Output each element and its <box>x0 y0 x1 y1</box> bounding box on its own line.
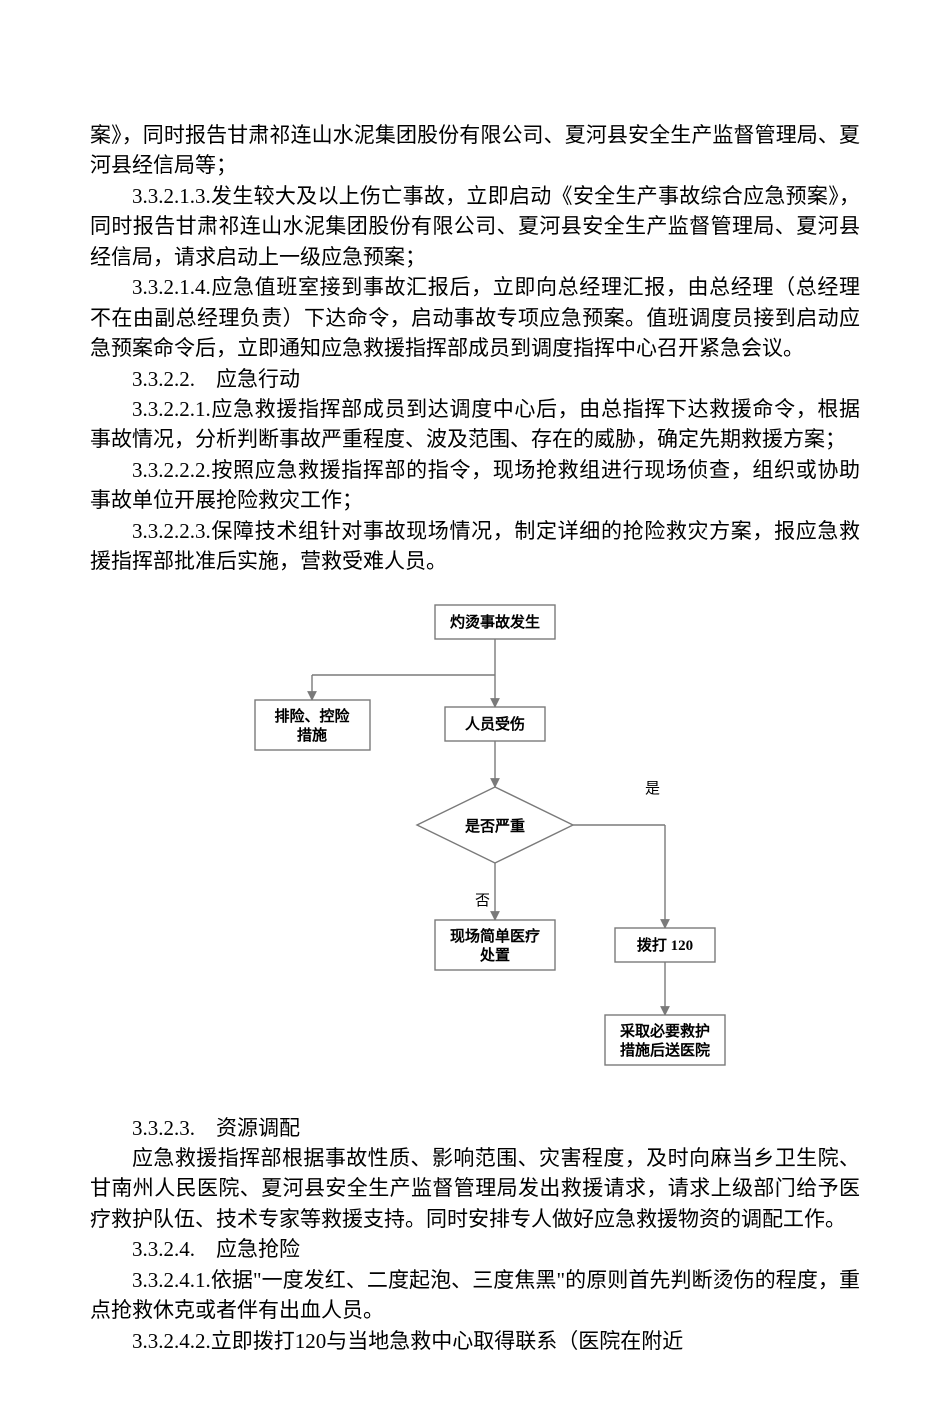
node-hosp-label-2: 措施后送医院 <box>620 1041 710 1059</box>
paragraph: 案》，同时报告甘肃祁连山水泥集团股份有限公司、夏河县安全生产监督管理局、夏河县经… <box>90 120 860 181</box>
node-injury-label: 人员受伤 <box>465 715 525 733</box>
flowchart-svg: 是 否 灼烫事故发生 排险、控险 措施 人员受伤 是否严重 现场简单医疗 处置 … <box>185 595 765 1085</box>
paragraph: 应急救援指挥部根据事故性质、影响范围、灾害程度，及时向麻当乡卫生院、甘南州人民医… <box>90 1143 860 1234</box>
paragraph: 3.3.2.4.2.立即拨打120与当地急救中心取得联系（医院在附近 <box>90 1326 860 1356</box>
paragraph: 3.3.2.2.2.按照应急救援指挥部的指令，现场抢救组进行现场侦查，组织或协助… <box>90 455 860 516</box>
node-left-label-2: 措施 <box>297 726 327 744</box>
section-heading: 3.3.2.2. 应急行动 <box>90 364 860 394</box>
node-onsite-label-2: 处置 <box>479 946 510 964</box>
paragraph: 3.3.2.2.3.保障技术组针对事故现场情况，制定详细的抢险救灾方案，报应急救… <box>90 516 860 577</box>
paragraph: 3.3.2.4.1.依据"一度发红、二度起泡、三度焦黑"的原则首先判断烫伤的程度… <box>90 1265 860 1326</box>
node-onsite-label-1: 现场简单医疗 <box>450 927 540 945</box>
node-left-label-1: 排险、控险 <box>274 707 350 725</box>
node-severe-label: 是否严重 <box>464 817 525 835</box>
edge-label-yes: 是 <box>645 781 660 797</box>
section-heading: 3.3.2.4. 应急抢险 <box>90 1234 860 1264</box>
paragraph: 3.3.2.1.3.发生较大及以上伤亡事故，立即启动《安全生产事故综合应急预案》… <box>90 181 860 272</box>
document-page: 案》，同时报告甘肃祁连山水泥集团股份有限公司、夏河县安全生产监督管理局、夏河县经… <box>0 0 950 1416</box>
paragraph: 3.3.2.2.1.应急救援指挥部成员到达调度中心后，由总指挥下达救援命令，根据… <box>90 394 860 455</box>
section-heading: 3.3.2.3. 资源调配 <box>90 1113 860 1143</box>
edge-label-no: 否 <box>475 893 490 909</box>
paragraph: 3.3.2.1.4.应急值班室接到事故汇报后，立即向总经理汇报，由总经理（总经理… <box>90 272 860 363</box>
flowchart-container: 是 否 灼烫事故发生 排险、控险 措施 人员受伤 是否严重 现场简单医疗 处置 … <box>90 595 860 1085</box>
node-start-label: 灼烫事故发生 <box>450 613 540 631</box>
node-hosp-label-1: 采取必要救护 <box>619 1022 710 1040</box>
node-dial-label: 拨打 120 <box>637 936 693 954</box>
